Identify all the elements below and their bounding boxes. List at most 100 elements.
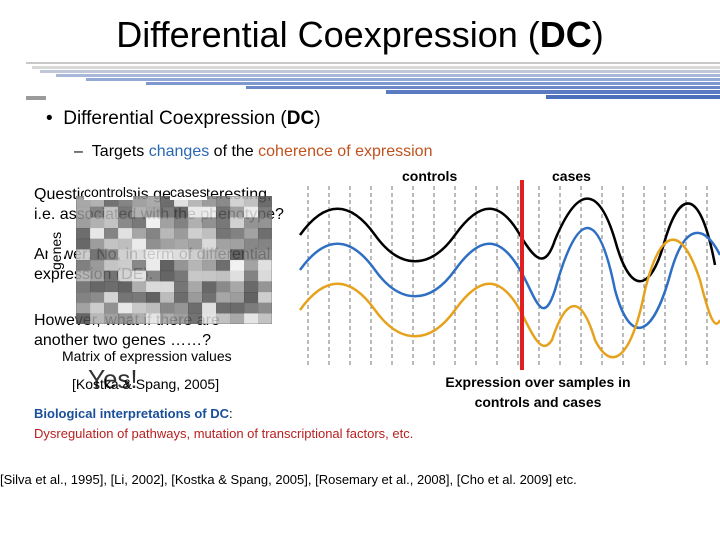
matrix-cell (258, 249, 272, 261)
matrix-cell (202, 260, 217, 272)
matrix-cell (244, 228, 259, 240)
matrix-cell (230, 260, 245, 272)
matrix-cell (188, 313, 203, 324)
matrix-cell (118, 249, 133, 261)
matrix-cell (90, 302, 105, 314)
matrix-cell (76, 228, 91, 240)
matrix-cell (146, 206, 161, 218)
matrix-cell (160, 260, 175, 272)
matrix-cell (174, 260, 189, 272)
curve-blue (298, 226, 720, 330)
curve-gold (298, 238, 720, 359)
matrix-cell (174, 206, 189, 218)
matrix-cell (244, 238, 259, 250)
matrix-cell (104, 281, 119, 293)
matrix-cell (118, 228, 133, 240)
matrix-cell (160, 313, 175, 324)
matrix-cell (244, 313, 259, 324)
curves-caption: Expression over samples in controls and … (445, 374, 631, 410)
matrix-cell (216, 313, 231, 324)
matrix-cell (118, 292, 133, 304)
matrix-cell (76, 313, 91, 324)
expression-curves (298, 180, 720, 370)
matrix-cell (104, 206, 119, 218)
matrix-cell (244, 249, 259, 261)
matrix-cell (76, 249, 91, 261)
matrix-cell (244, 196, 259, 208)
matrix-cell (76, 238, 91, 250)
matrix-cell (104, 292, 119, 304)
matrix-cell (146, 313, 161, 324)
matrix-cell (174, 196, 189, 208)
matrix-cell (174, 292, 189, 304)
matrix-cell (146, 270, 161, 282)
matrix-cell (258, 196, 272, 208)
matrix-cell (132, 217, 147, 229)
matrix-cell (244, 302, 259, 314)
matrix-cell (104, 302, 119, 314)
matrix-cell (160, 292, 175, 304)
matrix-cell (258, 206, 272, 218)
matrix-cell (132, 206, 147, 218)
matrix-cell (90, 292, 105, 304)
matrix-cases-label: cases (170, 184, 207, 200)
matrix-cell (230, 270, 245, 282)
matrix-cell (188, 302, 203, 314)
matrix-cell (202, 206, 217, 218)
matrix-cell (132, 249, 147, 261)
bio-body: Dysregulation of pathways, mutation of t… (34, 426, 414, 441)
matrix-cell (118, 196, 133, 208)
bio-title: Biological interpretations of DC: (34, 406, 233, 421)
matrix-cell (90, 249, 105, 261)
matrix-cell (216, 281, 231, 293)
matrix-cell (90, 260, 105, 272)
matrix-cell (118, 206, 133, 218)
matrix-cell (216, 249, 231, 261)
matrix-cell (216, 260, 231, 272)
matrix-cell (230, 228, 245, 240)
matrix-cell (160, 249, 175, 261)
matrix-cell (90, 206, 105, 218)
matrix-cell (104, 249, 119, 261)
matrix-cell (202, 270, 217, 282)
bullet-level2: – Targets changes of the coherence of ex… (74, 143, 433, 160)
matrix-cell (230, 313, 245, 324)
matrix-cell (146, 292, 161, 304)
matrix-cell (258, 313, 272, 324)
curves-controls-label: controls (402, 168, 458, 184)
matrix-cell (160, 270, 175, 282)
matrix-cell (76, 206, 91, 218)
matrix-cell (76, 196, 91, 208)
matrix-cell (258, 281, 272, 293)
matrix-cell (104, 238, 119, 250)
matrix-cell (258, 238, 272, 250)
matrix-cell (258, 260, 272, 272)
matrix-cell (132, 260, 147, 272)
matrix-cell (188, 228, 203, 240)
matrix-cell (132, 196, 147, 208)
matrix-cell (216, 228, 231, 240)
matrix-cell (132, 281, 147, 293)
matrix-cell (202, 302, 217, 314)
matrix-cell (230, 217, 245, 229)
matrix-citation: [Kostka & Spang, 2005] (72, 376, 220, 392)
matrix-cell (216, 302, 231, 314)
matrix-cell (76, 270, 91, 282)
matrix-cell (132, 313, 147, 324)
matrix-cell (230, 281, 245, 293)
matrix-cell (146, 302, 161, 314)
matrix-cell (118, 313, 133, 324)
matrix-cell (104, 217, 119, 229)
matrix-cell (188, 206, 203, 218)
matrix-cell (90, 228, 105, 240)
matrix-cell (188, 281, 203, 293)
bullet-level1: • Differential Coexpression (DC) (46, 108, 321, 129)
matrix-cell (160, 196, 175, 208)
matrix-cell (104, 196, 119, 208)
matrix-cell (160, 217, 175, 229)
matrix-cell (76, 260, 91, 272)
matrix-cell (76, 302, 91, 314)
matrix-caption: Matrix of expression values (62, 348, 232, 364)
matrix-cell (202, 217, 217, 229)
matrix-cell (76, 292, 91, 304)
